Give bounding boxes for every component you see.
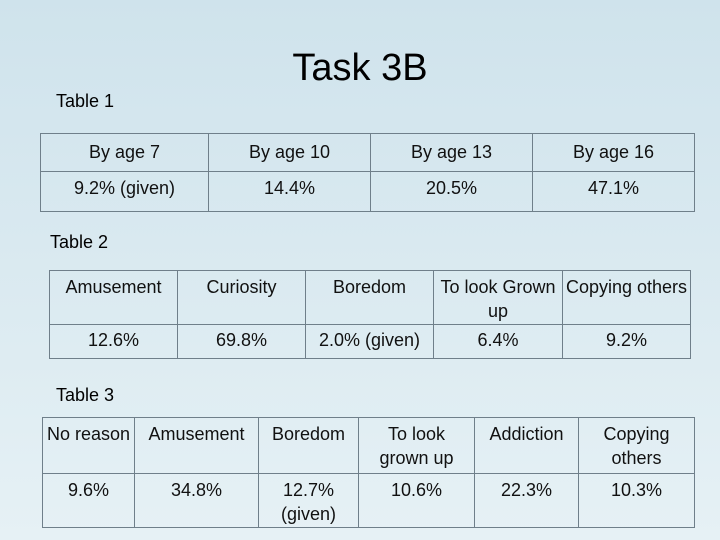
table-2-value-cell: 69.8% — [177, 324, 306, 359]
table-1-header-cell: By age 16 — [532, 133, 695, 172]
table-2-header-row: Amusement Curiosity Boredom To look Grow… — [49, 270, 691, 325]
table-1-value-cell: 14.4% — [208, 171, 371, 212]
table-1-header-cell: By age 7 — [40, 133, 209, 172]
table-3-value-row: 9.6% 34.8% 12.7% (given) 10.6% 22.3% 10.… — [42, 473, 695, 528]
table-2-caption: Table 2 — [50, 232, 109, 252]
table-1-caption: Table 1 — [56, 91, 115, 111]
table-3-value-cell: 34.8% — [134, 473, 259, 528]
table-3-value-cell: 10.6% — [358, 473, 475, 528]
table-1-header-row: By age 7 By age 10 By age 13 By age 16 — [40, 133, 695, 172]
table-3-value-cell: 10.3% — [578, 473, 695, 528]
table-2-header-cell: Copying others — [562, 270, 691, 325]
table-2-header-cell: Curiosity — [177, 270, 306, 325]
table-3-header-cell: No reason — [42, 417, 135, 474]
table-1: By age 7 By age 10 By age 13 By age 16 9… — [40, 133, 695, 212]
table-1-value-cell: 9.2% (given) — [40, 171, 209, 212]
table-3-caption: Table 3 — [56, 385, 115, 405]
table-1-value-row: 9.2% (given) 14.4% 20.5% 47.1% — [40, 171, 695, 212]
table-1-value-cell: 47.1% — [532, 171, 695, 212]
slide-title: Task 3B — [292, 47, 428, 89]
table-3-value-cell: 9.6% — [42, 473, 135, 528]
table-3: No reason Amusement Boredom To look grow… — [42, 417, 695, 528]
table-3-value-cell: 12.7% (given) — [258, 473, 359, 528]
table-2-header-cell: Amusement — [49, 270, 178, 325]
table-2-value-cell: 9.2% — [562, 324, 691, 359]
table-3-header-cell: To look grown up — [358, 417, 475, 474]
table-3-header-cell: Boredom — [258, 417, 359, 474]
table-1-header-cell: By age 13 — [370, 133, 533, 172]
table-1-header-cell: By age 10 — [208, 133, 371, 172]
table-2: Amusement Curiosity Boredom To look Grow… — [49, 270, 691, 359]
table-3-header-cell: Amusement — [134, 417, 259, 474]
table-3-header-cell: Copying others — [578, 417, 695, 474]
table-2-value-cell: 2.0% (given) — [305, 324, 434, 359]
table-3-header-row: No reason Amusement Boredom To look grow… — [42, 417, 695, 474]
table-2-header-cell: Boredom — [305, 270, 434, 325]
table-2-value-cell: 6.4% — [433, 324, 563, 359]
table-3-value-cell: 22.3% — [474, 473, 579, 528]
table-3-header-cell: Addiction — [474, 417, 579, 474]
table-1-value-cell: 20.5% — [370, 171, 533, 212]
table-2-value-row: 12.6% 69.8% 2.0% (given) 6.4% 9.2% — [49, 324, 691, 359]
table-2-header-cell: To look Grown up — [433, 270, 563, 325]
table-2-value-cell: 12.6% — [49, 324, 178, 359]
